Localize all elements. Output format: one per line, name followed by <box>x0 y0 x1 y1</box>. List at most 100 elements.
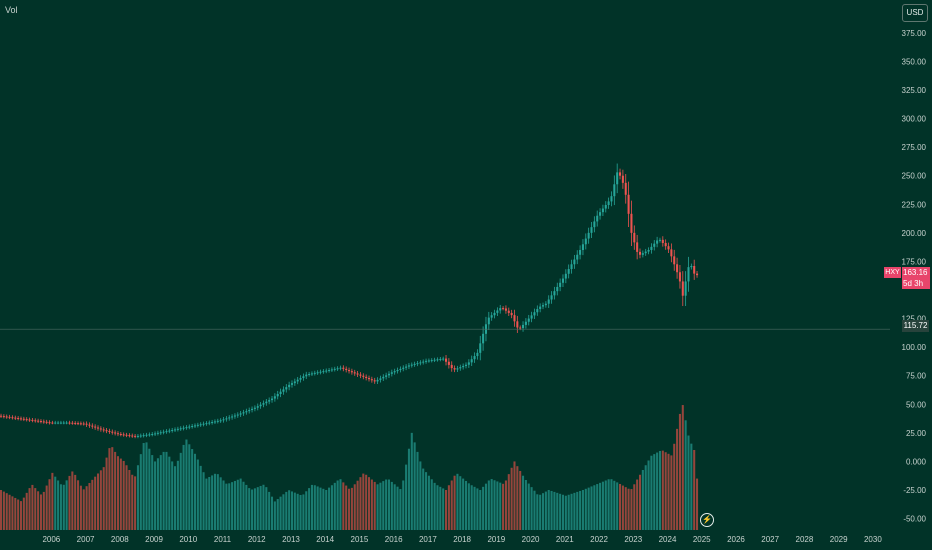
volume-bar <box>22 497 25 530</box>
volume-bar <box>59 484 62 530</box>
candle-body <box>148 434 151 436</box>
candle-body <box>290 383 294 385</box>
candle-body <box>510 312 513 316</box>
candle-body <box>248 410 251 412</box>
volume-bar <box>193 453 197 530</box>
candle-body <box>450 364 453 369</box>
volume-bar <box>399 489 402 530</box>
volume-bar <box>268 491 271 530</box>
volume-bar <box>148 448 151 530</box>
lightning-icon[interactable]: ⚡ <box>700 513 714 527</box>
volume-bar <box>265 487 268 530</box>
candle-body <box>17 418 20 419</box>
volume-bar <box>607 479 610 530</box>
candle-body <box>596 215 599 222</box>
x-tick-label: 2015 <box>351 535 369 544</box>
candle-body <box>51 422 54 424</box>
volume-bar <box>96 473 100 530</box>
volume-bar <box>573 492 576 530</box>
candle-body <box>678 272 681 282</box>
candle-body <box>253 407 256 409</box>
x-tick-label: 2020 <box>522 535 540 544</box>
candle-body <box>570 264 573 270</box>
candle-body <box>14 417 17 419</box>
volume-bar <box>627 488 630 530</box>
candle-body <box>610 196 613 202</box>
candle-body <box>459 367 462 369</box>
candle-body <box>416 363 419 365</box>
candle-body <box>550 295 553 300</box>
volume-bar <box>171 461 174 530</box>
volume-bar <box>556 492 559 530</box>
candle-body <box>621 175 624 183</box>
candle-body <box>325 370 328 372</box>
volume-bar <box>393 484 396 530</box>
candle-body <box>199 424 202 426</box>
volume-bar <box>487 480 490 530</box>
volume-bar <box>402 480 405 530</box>
volume-bar <box>5 493 8 530</box>
volume-bar <box>196 459 199 530</box>
volume-bar <box>601 481 604 530</box>
candle-body <box>564 273 567 279</box>
candle-body <box>233 415 236 417</box>
volume-bar <box>159 455 162 530</box>
y-tick-label: 250.00 <box>902 172 927 181</box>
candle-body <box>604 205 607 209</box>
candle-body <box>579 250 582 255</box>
candle-body <box>561 278 565 283</box>
candle-body <box>176 428 179 430</box>
candle-body <box>556 286 559 292</box>
volume-bar <box>191 449 194 530</box>
y-tick-label: 225.00 <box>902 200 927 209</box>
candle-body <box>333 368 336 370</box>
volume-bar <box>328 487 331 530</box>
candle-body <box>365 376 368 378</box>
candle-body <box>473 356 476 360</box>
volume-bar <box>353 484 356 530</box>
volume-bar <box>122 460 125 530</box>
candle-body <box>593 221 596 228</box>
candle-body <box>513 315 516 322</box>
volume-bar <box>539 494 542 530</box>
volume-bar <box>45 485 48 530</box>
candle-body <box>54 422 57 424</box>
volume-bar <box>459 476 462 530</box>
volume-bar <box>156 458 159 530</box>
candle-body <box>85 423 88 425</box>
candle-body <box>670 249 673 257</box>
candle-body <box>262 403 265 405</box>
volume-bar <box>296 493 299 530</box>
candle-body <box>299 378 302 380</box>
candle-body <box>156 432 159 434</box>
y-tick-label: 25.00 <box>906 429 927 438</box>
volume-bar <box>199 465 202 530</box>
volume-bar <box>433 482 436 530</box>
candle-body <box>128 435 131 437</box>
volume-bar <box>85 486 88 530</box>
volume-bar <box>290 491 294 530</box>
y-tick-label: 275.00 <box>902 143 927 152</box>
volume-bar <box>522 475 525 530</box>
candle-body <box>193 425 197 427</box>
currency-button[interactable]: USD <box>902 4 928 22</box>
candle-body <box>182 427 185 429</box>
volume-bar <box>450 480 453 530</box>
price-candles <box>0 163 699 439</box>
candle-body <box>624 182 627 195</box>
candle-body <box>8 416 11 418</box>
volume-bar <box>202 472 205 530</box>
candle-body <box>213 421 216 423</box>
x-tick-label: 2030 <box>864 535 882 544</box>
candle-body <box>647 250 650 252</box>
candle-body <box>319 371 322 373</box>
candle-body <box>499 308 502 311</box>
volume-bar <box>302 494 305 530</box>
candle-body <box>57 422 60 424</box>
candle-body <box>541 305 545 307</box>
volume-bar <box>74 474 77 530</box>
candle-body <box>171 430 174 431</box>
candle-body <box>447 361 450 365</box>
x-tick-label: 2009 <box>145 535 163 544</box>
